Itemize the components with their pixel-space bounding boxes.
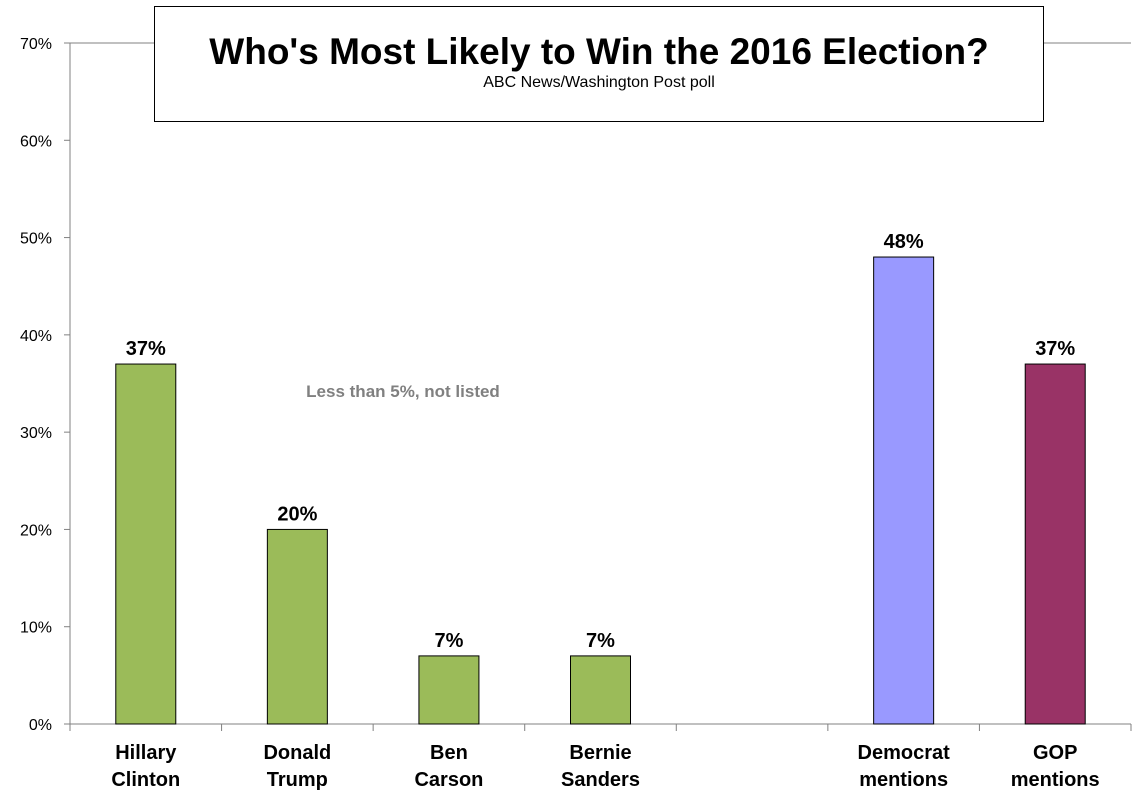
x-tick-label-line1: Bernie [569,742,631,764]
x-tick-label-line2: mentions [1011,769,1100,791]
chart-title: Who's Most Likely to Win the 2016 Electi… [209,31,989,72]
x-tick-label-line1: Hillary [115,742,177,764]
bar [1024,363,1086,725]
x-tick-label-line2: mentions [859,769,948,791]
data-label: 7% [586,630,615,652]
data-label: 37% [1035,338,1075,360]
y-tick-label: 50% [20,231,52,248]
y-tick-label: 0% [29,717,52,734]
bar [873,256,935,725]
data-label: 7% [434,630,463,652]
chart-subtitle: ABC News/Washington Post poll [483,74,715,91]
y-tick-label: 30% [20,425,52,442]
x-tick-label-line1: Donald [263,742,331,764]
y-tick-label: 20% [20,522,52,539]
chart-annotation: Less than 5%, not listed [306,382,500,401]
bar [115,363,177,725]
x-tick-label-line2: Clinton [111,769,180,791]
bar [570,655,631,725]
data-label: 20% [277,503,317,525]
bar [418,655,480,725]
x-tick-label-line1: Democrat [858,742,951,764]
data-label: 37% [126,338,166,360]
y-tick-label: 40% [20,328,52,345]
y-tick-label: 10% [20,620,52,637]
chart-title-box: Who's Most Likely to Win the 2016 Electi… [154,6,1044,122]
y-tick-label: 60% [20,133,52,150]
x-tick-label-line2: Carson [414,769,483,791]
y-tick-label: 70% [20,36,52,53]
data-label: 48% [884,231,924,253]
x-tick-label-line1: GOP [1033,742,1077,764]
x-tick-label-line2: Trump [267,769,328,791]
bar [266,528,328,725]
x-tick-label-line1: Ben [430,742,468,764]
x-tick-label-line2: Sanders [561,769,640,791]
